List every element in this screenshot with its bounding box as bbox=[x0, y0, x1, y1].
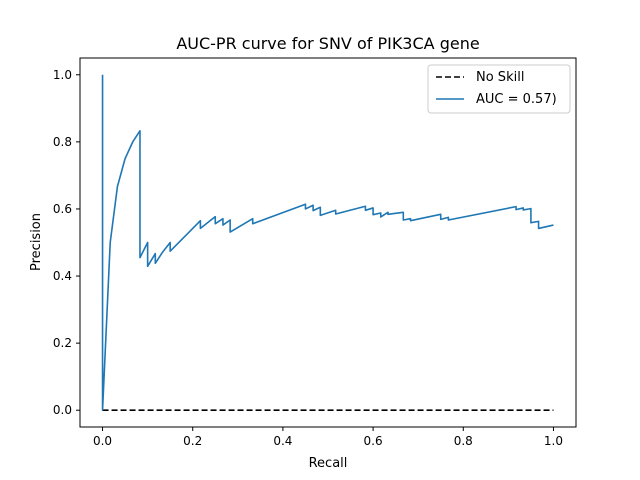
legend-label: No Skill bbox=[476, 70, 524, 85]
x-axis-label: Recall bbox=[309, 456, 348, 471]
x-tick-label: 0.2 bbox=[183, 434, 202, 448]
y-axis: 0.0 0.2 0.4 0.6 0.8 1.0 bbox=[53, 68, 80, 417]
plot-frame bbox=[79, 57, 577, 428]
x-tick-label: 0.4 bbox=[273, 434, 292, 448]
legend: No Skill AUC = 0.57) bbox=[427, 64, 571, 114]
x-tick-label: 0.6 bbox=[364, 434, 383, 448]
series-line-model bbox=[101, 74, 554, 412]
y-tick-label: 0.6 bbox=[53, 202, 72, 216]
legend-label: AUC = 0.57) bbox=[476, 92, 557, 107]
plot-area bbox=[101, 74, 554, 412]
x-tick-label: 0.8 bbox=[454, 434, 473, 448]
y-tick-label: 0.8 bbox=[53, 135, 72, 149]
y-tick-label: 0.2 bbox=[53, 336, 72, 350]
y-tick-label: 1.0 bbox=[53, 68, 72, 82]
y-tick-label: 0.0 bbox=[53, 403, 72, 417]
y-axis-label: Precision bbox=[29, 213, 44, 271]
chart-title: AUC-PR curve for SNV of PIK3CA gene bbox=[176, 34, 479, 53]
x-tick-label: 1.0 bbox=[544, 434, 563, 448]
x-axis: 0.0 0.2 0.4 0.6 0.8 1.0 bbox=[93, 427, 563, 448]
y-tick-label: 0.4 bbox=[53, 269, 72, 283]
x-tick-label: 0.0 bbox=[93, 434, 112, 448]
